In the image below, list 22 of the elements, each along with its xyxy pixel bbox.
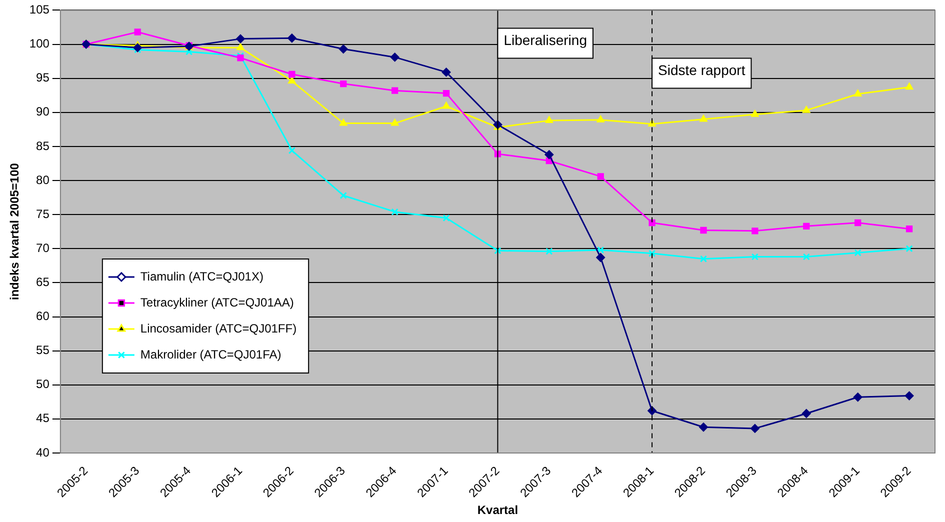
- legend-label: Lincosamider (ATC=QJ01FF): [140, 321, 297, 336]
- legend-label: Tetracykliner (ATC=QJ01AA): [140, 295, 294, 310]
- legend-label: Tiamulin (ATC=QJ01X): [140, 269, 264, 284]
- y-tick-label: 75: [36, 206, 50, 221]
- y-tick-label: 95: [36, 70, 50, 85]
- y-tick-label: 45: [36, 411, 50, 426]
- y-tick-label: 65: [36, 275, 50, 290]
- y-tick-label: 55: [36, 343, 50, 358]
- legend-label: Makrolider (ATC=QJ01FA): [140, 347, 282, 362]
- y-tick-label: 80: [36, 172, 50, 187]
- y-tick-label: 100: [29, 36, 50, 51]
- y-axis-title: indeks kvartal 2005=100: [8, 162, 22, 300]
- y-tick-label: 70: [36, 240, 50, 255]
- y-tick-label: 60: [36, 309, 50, 324]
- x-axis-title: Kvartal: [477, 503, 518, 518]
- y-tick-label: 85: [36, 138, 50, 153]
- y-tick-label: 50: [36, 377, 50, 392]
- y-tick-label: 40: [36, 445, 50, 460]
- y-tick-label: 105: [29, 2, 50, 17]
- y-tick-label: 90: [36, 104, 50, 119]
- ref-line-label: Liberalisering: [504, 32, 587, 48]
- ref-line-label: Sidste rapport: [658, 62, 746, 78]
